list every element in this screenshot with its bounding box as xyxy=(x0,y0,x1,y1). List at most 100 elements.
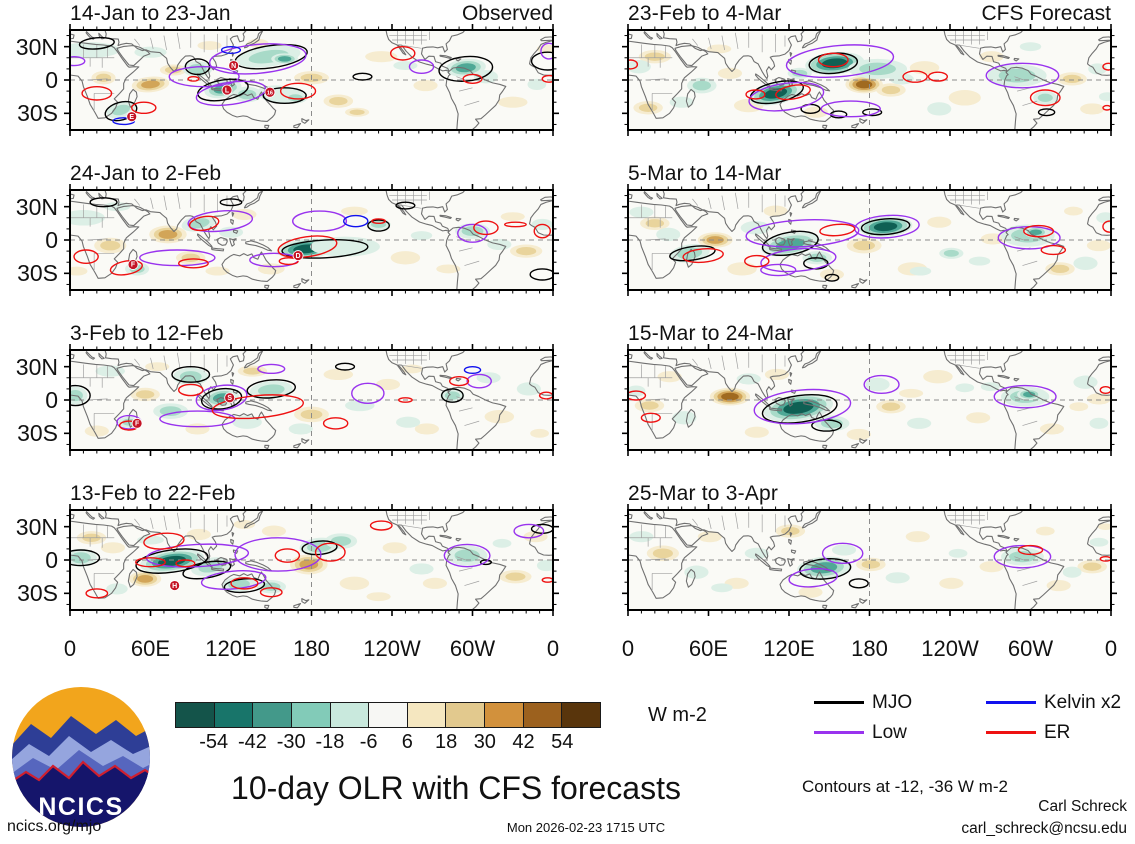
wave-contours xyxy=(73,197,553,281)
legend-line-kelvin-x2 xyxy=(986,701,1036,704)
colorbar-segment xyxy=(330,703,370,727)
legend-label: ER xyxy=(1044,722,1071,743)
panel-title: 13-Feb to 22-Feb xyxy=(70,482,236,505)
site-url: ncics.org/mjo xyxy=(7,818,102,835)
y-axis-label: 30S xyxy=(17,580,58,607)
y-axis-label: 0 xyxy=(45,67,58,93)
y-axis-label: 0 xyxy=(45,547,58,573)
wave-contours xyxy=(669,214,1111,282)
colorbar-segment xyxy=(446,703,486,727)
credit-email: carl_schreck@ncsu.edu xyxy=(961,820,1127,837)
y-axis-label: 0 xyxy=(45,387,58,413)
panel-tag: CFS Forecast xyxy=(981,2,1111,25)
olr-shading: FD xyxy=(70,190,553,290)
panel-frame xyxy=(622,24,1117,136)
svg-text:F: F xyxy=(135,421,140,428)
x-axis-label: 180 xyxy=(851,636,888,661)
colorbar-tick-label: 54 xyxy=(551,731,574,753)
panel-title: 24-Jan to 2-Feb xyxy=(70,162,222,185)
wave-contours xyxy=(788,542,1111,589)
colorbar-segment xyxy=(407,703,447,727)
legend-line-er xyxy=(986,731,1036,734)
ncics-logo: NCICS xyxy=(12,687,150,827)
olr-shading xyxy=(628,350,1111,450)
svg-text:H: H xyxy=(172,583,177,590)
panel-title: 15-Mar to 24-Mar xyxy=(628,322,794,345)
main-title: 10-day OLR with CFS forecasts xyxy=(231,770,681,806)
y-axis-label: 30N xyxy=(15,353,58,380)
map-canvas xyxy=(622,24,1117,136)
panel-frame xyxy=(64,184,559,296)
y-axis-label: 30S xyxy=(17,260,58,287)
x-axis-label: 60E xyxy=(688,636,729,661)
colorbar-tick-label: -18 xyxy=(315,731,345,753)
map-panel-1: 14-Jan to 23-Jan Observed N L 16 E xyxy=(62,2,561,138)
timestamp: Mon 2026-02-23 1715 UTC xyxy=(506,820,666,835)
map-canvas xyxy=(622,184,1117,296)
olr-shading xyxy=(628,190,1111,290)
y-axis-label: 30S xyxy=(17,100,58,127)
svg-text:L: L xyxy=(225,87,230,94)
colorbar-segment xyxy=(214,703,254,727)
colorbar xyxy=(175,702,601,728)
svg-text:N: N xyxy=(231,63,236,70)
legend-line-low xyxy=(814,731,864,734)
legend-line-mjo xyxy=(814,701,864,704)
panel-frame xyxy=(64,24,559,136)
colorbar-segment xyxy=(253,703,292,727)
storm-symbol: H xyxy=(169,580,181,591)
storm-symbol: N xyxy=(228,60,240,71)
x-axis-label: 0 xyxy=(546,636,560,661)
colorbar-segment xyxy=(369,703,408,727)
panel-tag: Observed xyxy=(461,2,553,25)
y-axis-label: 30N xyxy=(15,33,58,60)
colorbar-units-label: W m-2 xyxy=(648,704,707,726)
panel-frame xyxy=(622,184,1117,296)
x-axis-label: 120W xyxy=(921,636,979,661)
colorbar-segment xyxy=(176,703,215,727)
y-axis-label: 0 xyxy=(45,227,58,253)
storm-symbol: F xyxy=(127,259,139,270)
olr-shading: N L 16 E xyxy=(70,30,553,130)
panel-title: 3-Feb to 12-Feb xyxy=(70,322,224,345)
colorbar-segment xyxy=(291,703,331,727)
storm-symbol: F xyxy=(131,417,143,429)
storm-symbol: L xyxy=(221,84,233,96)
map-panel-6: 5-Mar to 14-Mar xyxy=(620,162,1119,298)
x-axis-label: 120E xyxy=(205,636,257,661)
colorbar-tick-label: -6 xyxy=(359,731,378,753)
legend-label: Kelvin x2 xyxy=(1044,692,1122,713)
x-axis-label: 60W xyxy=(449,636,496,661)
x-axis-label: 0 xyxy=(63,636,77,661)
olr-shading xyxy=(628,510,1111,610)
x-axis-label: 120E xyxy=(763,636,815,661)
colorbar-segment xyxy=(562,703,601,727)
panel-frame xyxy=(64,344,559,456)
y-axis-label: 30S xyxy=(17,420,58,447)
contours-note: Contours at -12, -36 W m-2 xyxy=(802,777,1008,796)
map-panel-4: 13-Feb to 22-Feb H xyxy=(62,482,561,618)
map-panel-8: 25-Mar to 3-Apr xyxy=(620,482,1119,618)
svg-text:S: S xyxy=(227,395,232,402)
storm-symbol: D xyxy=(292,250,304,261)
olr-shading: H xyxy=(70,510,553,610)
colorbar-tick-label: 6 xyxy=(401,731,413,753)
x-axis-label: 120W xyxy=(363,636,421,661)
panel-title: 25-Mar to 3-Apr xyxy=(628,482,779,505)
x-axis-label: 0 xyxy=(1104,636,1118,661)
map-canvas xyxy=(622,344,1117,456)
panel-title: 5-Mar to 14-Mar xyxy=(628,162,782,185)
wave-contours xyxy=(70,362,553,431)
credit-name: Carl Schreck xyxy=(1038,798,1127,815)
x-axis-label: 60W xyxy=(1007,636,1054,661)
x-axis-label: 0 xyxy=(621,636,635,661)
colorbar-segment xyxy=(485,703,524,727)
panel-frame xyxy=(622,504,1117,616)
storm-symbol: S xyxy=(224,392,236,404)
map-panel-3: 3-Feb to 12-Feb F S xyxy=(62,322,561,458)
panel-title: 23-Feb to 4-Mar xyxy=(628,2,782,25)
svg-text:16: 16 xyxy=(267,91,273,97)
wave-contours xyxy=(628,44,1111,119)
map-panel-7: 15-Mar to 24-Mar xyxy=(620,322,1119,458)
